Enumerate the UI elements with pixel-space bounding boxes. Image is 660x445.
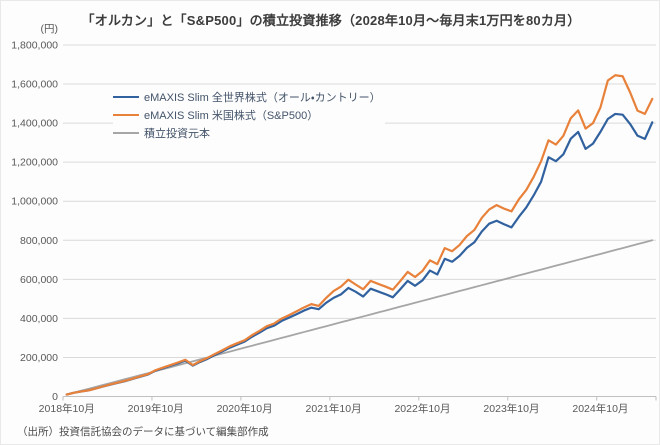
series-line-all-country xyxy=(65,112,654,396)
x-axis-label: 2021年10月 xyxy=(306,402,362,415)
y-axis-label: 200,000 xyxy=(20,352,58,364)
chart-legend: eMAXIS Slim 全世界株式（オール・カントリー） eMAXIS Slim… xyxy=(113,87,385,143)
y-axis-label: 1,000,000 xyxy=(11,196,58,208)
y-axis-label: 1,200,000 xyxy=(11,157,58,169)
y-axis-label: 800,000 xyxy=(20,235,58,247)
legend-line-swatch-blue xyxy=(113,96,139,98)
y-axis-label: 1,400,000 xyxy=(11,118,58,130)
y-axis-unit: (円) xyxy=(41,23,59,35)
chart-title: 「オルカン」と「S&P500」の積立投資推移（2028年10月〜毎月末1万円を8… xyxy=(81,13,581,28)
y-axis-label: 0 xyxy=(52,391,58,403)
legend-line-swatch-gray xyxy=(113,132,139,134)
x-axis-label: 2019年10月 xyxy=(128,402,184,415)
y-axis-label: 600,000 xyxy=(20,274,58,286)
x-axis-label: 2022年10月 xyxy=(394,402,450,415)
legend-label: eMAXIS Slim 全世界株式（オール・カントリー） xyxy=(144,92,381,104)
y-axis-label: 1,600,000 xyxy=(11,79,58,91)
series-line-sp500 xyxy=(65,74,654,396)
x-axis-label: 2018年10月 xyxy=(39,402,95,415)
legend-item-sp500: eMAXIS Slim 米国株式（S&P500） xyxy=(113,106,381,124)
legend-line-swatch-orange xyxy=(113,114,139,116)
x-axis-label: 2020年10月 xyxy=(217,402,273,415)
y-axis-label: 400,000 xyxy=(20,313,58,325)
source-note: （出所）投資信託協会のデータに基づいて編集部作成 xyxy=(17,426,269,438)
legend-label: eMAXIS Slim 米国株式（S&P500） xyxy=(144,110,319,122)
legend-item-principal: 積立投資元本 xyxy=(113,124,381,142)
x-axis-label: 2023年10月 xyxy=(483,402,539,415)
x-axis-label: 2024年10月 xyxy=(572,402,628,415)
y-axis-label: 1,800,000 xyxy=(11,40,58,52)
legend-item-all-country: eMAXIS Slim 全世界株式（オール・カントリー） xyxy=(113,88,381,106)
legend-label: 積立投資元本 xyxy=(144,128,210,140)
